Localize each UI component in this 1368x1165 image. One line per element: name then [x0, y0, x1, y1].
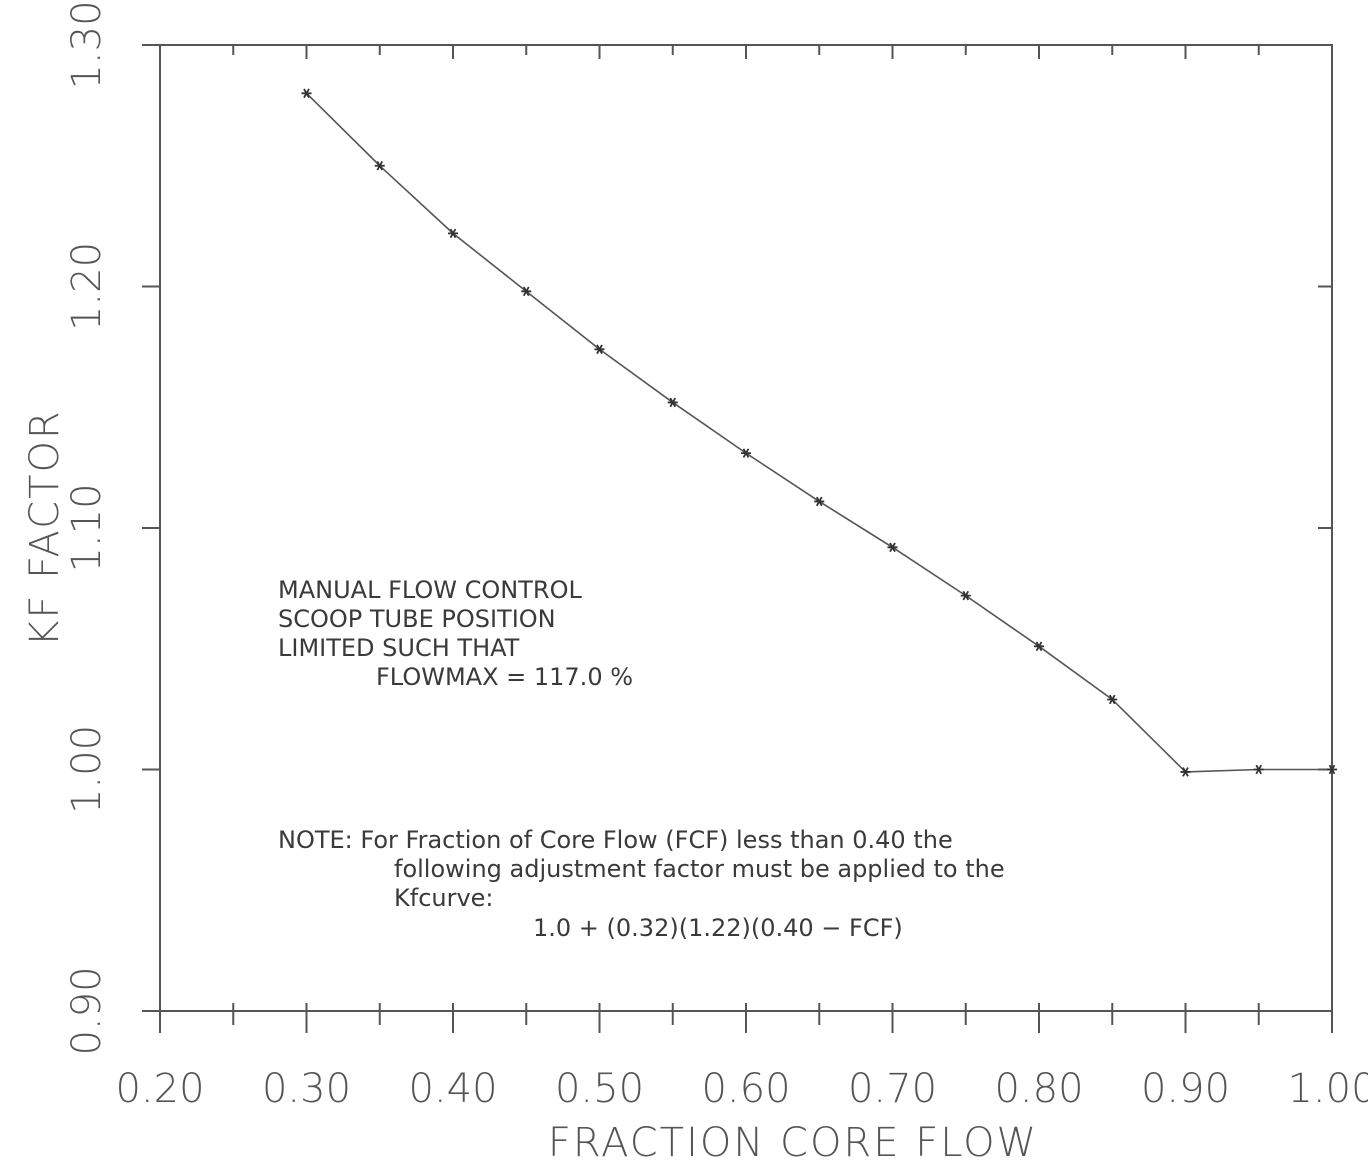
- note-line: Kfcurve:: [394, 884, 494, 912]
- x-tick-label: 1.00: [1287, 1066, 1368, 1112]
- x-tick-label: 0.70: [848, 1066, 937, 1112]
- y-tick-label: 0.90: [64, 966, 110, 1055]
- y-axis: 0.90 1.00 1.10 1.20 1.30: [64, 0, 1332, 1056]
- data-point-marker: [960, 590, 971, 601]
- data-point-marker: [594, 344, 605, 355]
- annotation-line: MANUAL FLOW CONTROL: [278, 576, 582, 604]
- data-point-marker: [1107, 694, 1118, 705]
- x-tick-label: 0.90: [1141, 1066, 1230, 1112]
- data-point-marker: [1034, 641, 1044, 652]
- data-point-marker: [741, 448, 751, 458]
- data-point-marker: [301, 88, 312, 99]
- data-point-marker: [667, 397, 678, 408]
- x-tick-label: 0.40: [408, 1066, 497, 1112]
- series-group: [301, 88, 1337, 777]
- x-tick-label: 0.30: [262, 1066, 351, 1112]
- data-point-marker: [1253, 764, 1264, 775]
- data-point-marker: [1327, 764, 1337, 775]
- data-point-marker: [1180, 767, 1191, 777]
- note-formula: 1.0 + (0.32)(1.22)(0.40 − FCF): [533, 914, 903, 942]
- data-point-marker: [448, 228, 458, 239]
- y-tick-label: 1.20: [64, 242, 110, 331]
- data-point-marker: [814, 496, 825, 507]
- annotation-line: LIMITED SUCH THAT: [278, 634, 520, 662]
- annotation-line: SCOOP TUBE POSITION: [278, 605, 556, 633]
- data-point-marker: [521, 286, 532, 297]
- x-tick-label: 0.60: [701, 1066, 790, 1112]
- note-line: following adjustment factor must be appl…: [394, 855, 1005, 883]
- annotation-line: FLOWMAX = 117.0 %: [376, 663, 633, 691]
- y-tick-label: 1.30: [64, 0, 110, 89]
- x-axis: 0.20 0.30 0.40 0.50 0.60 0.70 0.80 0.90 1.00: [115, 45, 1368, 1112]
- data-point-marker: [887, 542, 898, 553]
- x-tick-label: 0.20: [115, 1066, 204, 1112]
- flow-control-annotation: MANUAL FLOW CONTROL SCOOP TUBE POSITION …: [278, 576, 633, 691]
- x-tick-label: 0.80: [994, 1066, 1083, 1112]
- note-line: NOTE: For Fraction of Core Flow (FCF) le…: [278, 826, 953, 854]
- y-tick-label: 1.00: [64, 725, 110, 814]
- y-axis-title: KF FACTOR: [22, 409, 68, 647]
- note-annotation: NOTE: For Fraction of Core Flow (FCF) le…: [278, 826, 1005, 942]
- x-tick-label: 0.50: [555, 1066, 644, 1112]
- y-tick-label: 1.10: [64, 483, 110, 572]
- x-axis-title: FRACTION CORE FLOW: [548, 1120, 1038, 1165]
- data-point-marker: [374, 160, 385, 171]
